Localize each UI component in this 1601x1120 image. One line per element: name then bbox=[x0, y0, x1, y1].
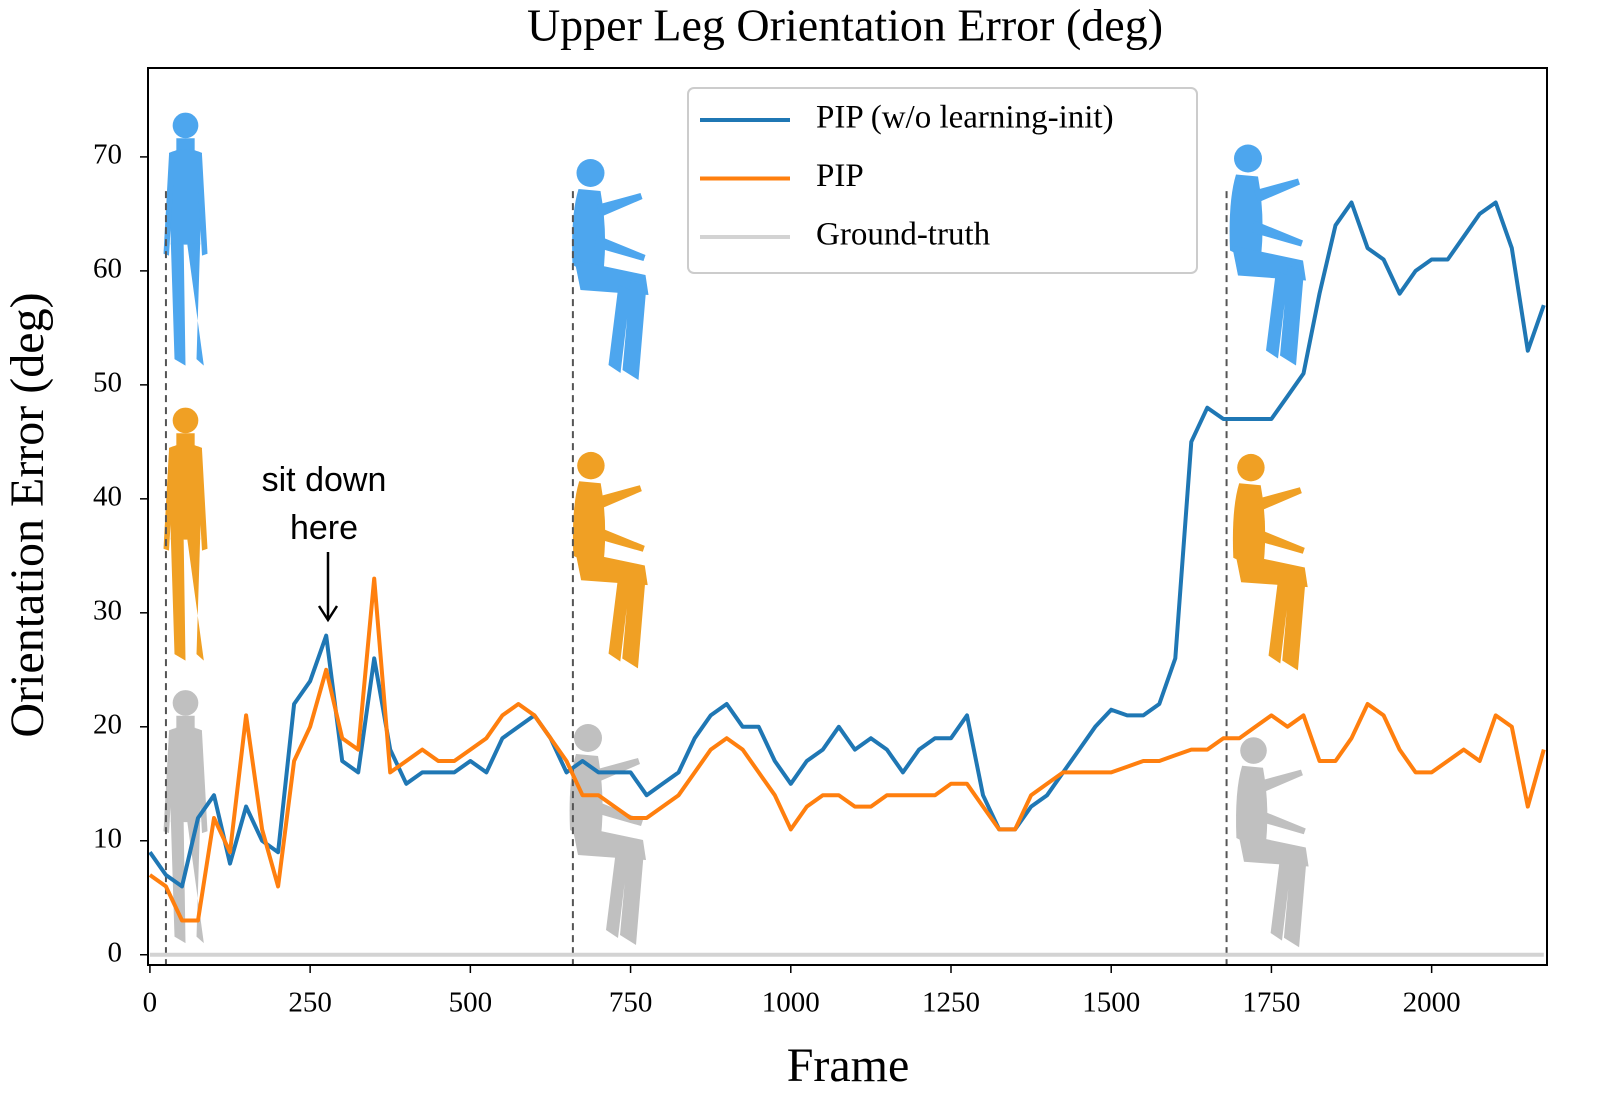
annotation: here bbox=[290, 509, 358, 547]
x-tick-label: 1000 bbox=[762, 987, 820, 1019]
figure-sitting bbox=[569, 724, 646, 945]
y-tick-label: 10 bbox=[93, 822, 122, 854]
figure-sitting bbox=[572, 159, 649, 380]
legend-box bbox=[687, 87, 1198, 274]
legend-label: PIP bbox=[816, 158, 864, 194]
series-line bbox=[148, 576, 1546, 923]
plot-frame bbox=[147, 67, 1548, 966]
series-line bbox=[148, 200, 1546, 889]
x-tick-label: 750 bbox=[609, 987, 653, 1019]
x-tick-label: 1250 bbox=[922, 987, 980, 1019]
figure-sitting bbox=[572, 451, 648, 669]
legend: PIP (w/o learning-init) PIP Ground-truth bbox=[687, 87, 1198, 274]
y-tick-label: 20 bbox=[93, 708, 122, 740]
figure-sitting bbox=[1229, 144, 1306, 366]
y-tick-label: 40 bbox=[93, 480, 122, 512]
legend-label: Ground-truth bbox=[816, 217, 991, 253]
figure-standing bbox=[163, 407, 208, 661]
x-tick-label: 250 bbox=[288, 987, 332, 1019]
y-tick-label: 60 bbox=[93, 253, 122, 285]
x-tick-label: 1500 bbox=[1082, 987, 1140, 1019]
y-tick-label: 70 bbox=[93, 139, 122, 171]
figure-sitting bbox=[1232, 453, 1308, 671]
y-axis-label: Orientation Error (deg) bbox=[1, 292, 54, 737]
x-axis-label: Frame bbox=[787, 1039, 910, 1092]
x-tick-label: 1750 bbox=[1242, 987, 1300, 1019]
y-tick-label: 30 bbox=[93, 594, 122, 626]
x-tick-label: 500 bbox=[449, 987, 493, 1019]
annotation-arrow bbox=[317, 552, 339, 623]
annotation: sit down bbox=[262, 461, 387, 499]
legend-label: PIP (w/o learning-init) bbox=[816, 100, 1114, 136]
x-tick-label: 2000 bbox=[1403, 987, 1461, 1019]
x-tick-label: 0 bbox=[143, 987, 158, 1019]
y-tick-label: 50 bbox=[93, 367, 122, 399]
figure-sitting bbox=[1236, 737, 1309, 948]
figure-standing bbox=[163, 112, 208, 366]
y-tick-label: 0 bbox=[108, 936, 123, 968]
chart-title: Upper Leg Orientation Error (deg) bbox=[527, 0, 1163, 51]
